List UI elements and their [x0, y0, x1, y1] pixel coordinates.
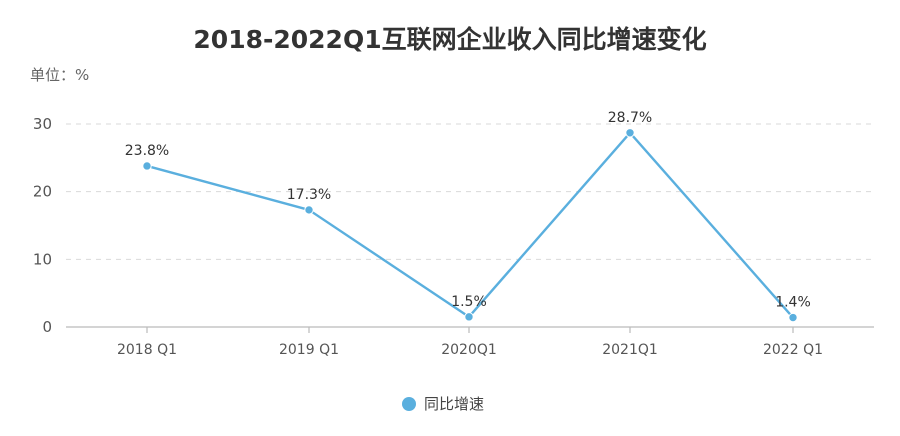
- data-points: [142, 128, 798, 323]
- data-label: 1.5%: [451, 294, 487, 310]
- data-point: [304, 205, 314, 215]
- data-point: [625, 128, 635, 138]
- legend-label: 同比增速: [424, 395, 484, 413]
- data-label: 17.3%: [287, 187, 331, 203]
- chart-title: 2018-2022Q1互联网企业收入同比增速变化: [193, 25, 706, 54]
- y-tick-label: 10: [33, 250, 52, 268]
- data-labels: 23.8% 17.3% 1.5% 28.7% 1.4%: [125, 110, 811, 311]
- legend[interactable]: 同比增速: [402, 395, 484, 413]
- x-tick-label: 2018 Q1: [117, 342, 177, 358]
- y-tick-label: 20: [33, 183, 52, 201]
- y-tick-label: 0: [42, 318, 52, 336]
- data-label: 28.7%: [608, 110, 652, 126]
- x-tick-label: 2021Q1: [602, 342, 658, 358]
- data-point: [142, 161, 152, 171]
- x-tick-label: 2020Q1: [441, 342, 497, 358]
- x-tick-label: 2022 Q1: [763, 342, 823, 358]
- y-axis-ticks: 0 10 20 30: [33, 115, 52, 336]
- series-line: [146, 131, 794, 319]
- x-tick-label: 2019 Q1: [279, 342, 339, 358]
- unit-label: 单位：%: [30, 66, 89, 84]
- x-axis-ticks: 2018 Q1 2019 Q1 2020Q1 2021Q1 2022 Q1: [117, 327, 823, 358]
- grid-lines: [66, 123, 874, 260]
- data-label: 23.8%: [125, 143, 169, 159]
- data-label: 1.4%: [775, 295, 811, 311]
- data-point: [464, 312, 474, 322]
- y-tick-label: 30: [33, 115, 52, 133]
- data-point: [788, 312, 798, 323]
- legend-swatch: [402, 397, 416, 411]
